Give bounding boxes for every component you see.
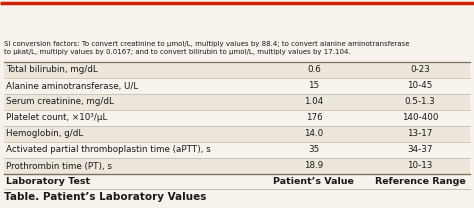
Text: Patient’s Value: Patient’s Value bbox=[273, 177, 355, 186]
Text: 0.6: 0.6 bbox=[307, 66, 321, 74]
Text: 14.0: 14.0 bbox=[304, 130, 324, 139]
Text: Table. Patient’s Laboratory Values: Table. Patient’s Laboratory Values bbox=[4, 192, 206, 202]
Bar bbox=[4, 158, 470, 174]
Text: 18.9: 18.9 bbox=[304, 161, 324, 171]
Text: Activated partial thromboplastin time (aPTT), s: Activated partial thromboplastin time (a… bbox=[6, 146, 211, 155]
Text: Hemoglobin, g/dL: Hemoglobin, g/dL bbox=[6, 130, 83, 139]
Text: Total bilirubin, mg/dL: Total bilirubin, mg/dL bbox=[6, 66, 98, 74]
Text: 35: 35 bbox=[308, 146, 319, 155]
Text: Alanine aminotransferase, U/L: Alanine aminotransferase, U/L bbox=[6, 82, 138, 90]
Bar bbox=[4, 142, 470, 158]
Bar bbox=[4, 126, 470, 142]
Text: 34-37: 34-37 bbox=[407, 146, 433, 155]
Text: 140-400: 140-400 bbox=[401, 114, 438, 123]
Text: SI conversion factors: To convert creatinine to μmol/L, multiply values by 88.4;: SI conversion factors: To convert creati… bbox=[4, 41, 410, 55]
Bar bbox=[4, 110, 470, 126]
Bar bbox=[4, 62, 470, 78]
Text: 0-23: 0-23 bbox=[410, 66, 430, 74]
Text: 1.04: 1.04 bbox=[304, 98, 324, 106]
Text: 0.5-1.3: 0.5-1.3 bbox=[404, 98, 435, 106]
Text: Platelet count, ×10³/μL: Platelet count, ×10³/μL bbox=[6, 114, 108, 123]
Text: Prothrombin time (PT), s: Prothrombin time (PT), s bbox=[6, 161, 112, 171]
Text: 15: 15 bbox=[308, 82, 319, 90]
Text: Laboratory Test: Laboratory Test bbox=[6, 177, 90, 186]
Text: Reference Range: Reference Range bbox=[374, 177, 465, 186]
Text: 176: 176 bbox=[306, 114, 322, 123]
Text: 13-17: 13-17 bbox=[407, 130, 433, 139]
Text: 10-45: 10-45 bbox=[407, 82, 433, 90]
Bar bbox=[4, 78, 470, 94]
Bar bbox=[4, 94, 470, 110]
Text: 10-13: 10-13 bbox=[407, 161, 433, 171]
Text: Serum creatinine, mg/dL: Serum creatinine, mg/dL bbox=[6, 98, 114, 106]
